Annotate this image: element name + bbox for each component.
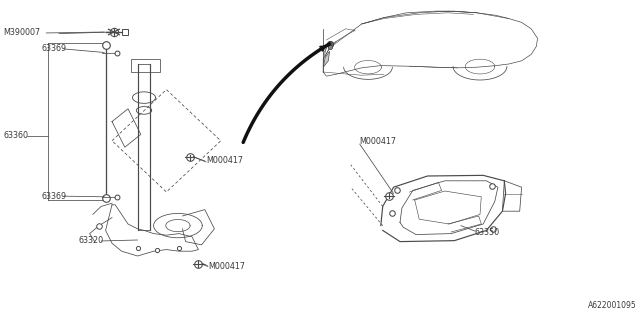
Text: 63320: 63320 — [78, 236, 103, 245]
Text: M000417: M000417 — [360, 137, 397, 146]
Text: 63369: 63369 — [42, 44, 67, 53]
Bar — [122, 29, 128, 35]
Text: A622001095: A622001095 — [588, 301, 637, 310]
Text: 63369: 63369 — [42, 192, 67, 201]
Text: M390007: M390007 — [3, 28, 40, 37]
Text: M000417: M000417 — [208, 262, 245, 271]
Text: 63360: 63360 — [3, 132, 28, 140]
Text: M000417: M000417 — [207, 156, 244, 165]
Polygon shape — [323, 51, 330, 67]
Bar — [131, 59, 160, 72]
Text: 63350: 63350 — [475, 228, 500, 237]
